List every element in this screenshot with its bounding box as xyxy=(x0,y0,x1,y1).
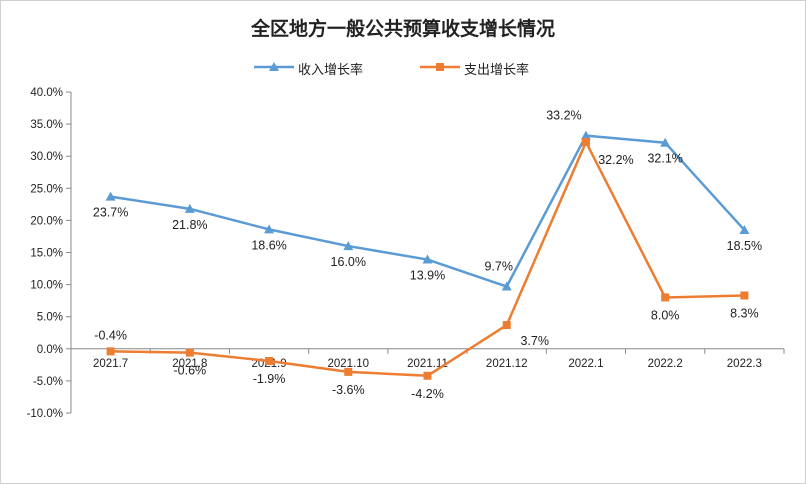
y-tick-label: 20.0% xyxy=(30,215,63,227)
y-tick-label: 15.0% xyxy=(30,248,63,260)
x-tick-label: 2021.12 xyxy=(486,358,528,370)
data-point-expense xyxy=(265,356,274,365)
data-point-expense xyxy=(581,138,590,147)
legend: 收入增长率 支出增长率 xyxy=(0,58,806,78)
data-point-expense xyxy=(502,321,511,330)
x-tick-label: 2021.11 xyxy=(407,358,448,370)
y-tick-label: 0.0% xyxy=(37,344,63,356)
data-label-income: 13.9% xyxy=(410,269,445,283)
x-tick-label: 2022.3 xyxy=(727,358,762,370)
data-label-income: 16.0% xyxy=(331,255,366,269)
data-label-expense: -0.6% xyxy=(174,364,207,378)
y-tick-label: -10.0% xyxy=(27,408,63,420)
y-tick-label: 40.0% xyxy=(30,87,63,99)
data-point-income xyxy=(580,130,591,140)
data-point-income xyxy=(264,224,275,234)
y-tick-label: 30.0% xyxy=(30,151,63,163)
data-label-income: 9.7% xyxy=(484,260,513,274)
data-label-income: 21.8% xyxy=(172,218,207,232)
y-tick-label: 10.0% xyxy=(30,280,63,292)
data-point-expense xyxy=(740,291,749,300)
data-label-income: 33.2% xyxy=(546,109,581,123)
data-point-income xyxy=(105,191,116,201)
data-label-expense: -0.4% xyxy=(94,328,127,342)
data-point-income xyxy=(184,203,195,213)
data-point-income xyxy=(660,137,671,147)
data-point-income xyxy=(422,254,433,264)
y-tick-label: 25.0% xyxy=(30,183,63,195)
y-tick-label: 35.0% xyxy=(30,119,63,131)
data-label-expense: -1.9% xyxy=(253,372,286,386)
data-label-expense: -4.2% xyxy=(411,387,444,401)
legend-line-income-icon xyxy=(254,62,294,71)
x-tick-label: 2022.1 xyxy=(568,358,603,370)
data-label-expense: 32.2% xyxy=(598,153,633,167)
data-point-expense xyxy=(661,293,670,302)
data-point-expense xyxy=(185,348,194,357)
x-tick-label: 2021.10 xyxy=(327,358,369,370)
data-label-expense: 8.0% xyxy=(651,308,680,322)
y-tick-label: -5.0% xyxy=(33,376,63,388)
y-tick-label: 5.0% xyxy=(37,312,63,324)
data-label-expense: -3.6% xyxy=(332,383,365,397)
legend-label-expense: 支出增长率 xyxy=(464,63,530,78)
data-label-income: 23.7% xyxy=(93,206,128,220)
data-point-income xyxy=(343,241,354,251)
data-point-income xyxy=(739,225,750,235)
data-label-income: 32.1% xyxy=(647,152,682,166)
data-label-income: 18.5% xyxy=(727,239,762,253)
data-label-expense: 8.3% xyxy=(730,307,759,321)
data-label-expense: 3.7% xyxy=(520,334,549,348)
chart-title: 全区地方一般公共预算收支增长情况 xyxy=(250,18,555,40)
data-label-income: 18.6% xyxy=(251,238,286,252)
x-tick-label: 2022.2 xyxy=(648,358,683,370)
x-tick-label: 2021.8 xyxy=(172,358,207,370)
data-point-expense xyxy=(423,371,432,380)
data-point-income xyxy=(501,281,512,291)
legend-line-expense-icon xyxy=(420,63,460,71)
legend-label-income: 收入增长率 xyxy=(298,63,364,78)
legend-item-income: 收入增长率 xyxy=(254,58,384,78)
data-point-expense xyxy=(106,347,115,356)
x-tick-label: 2021.7 xyxy=(93,358,128,370)
data-point-expense xyxy=(344,367,353,376)
legend-item-expense: 支出增长率 xyxy=(420,58,550,78)
